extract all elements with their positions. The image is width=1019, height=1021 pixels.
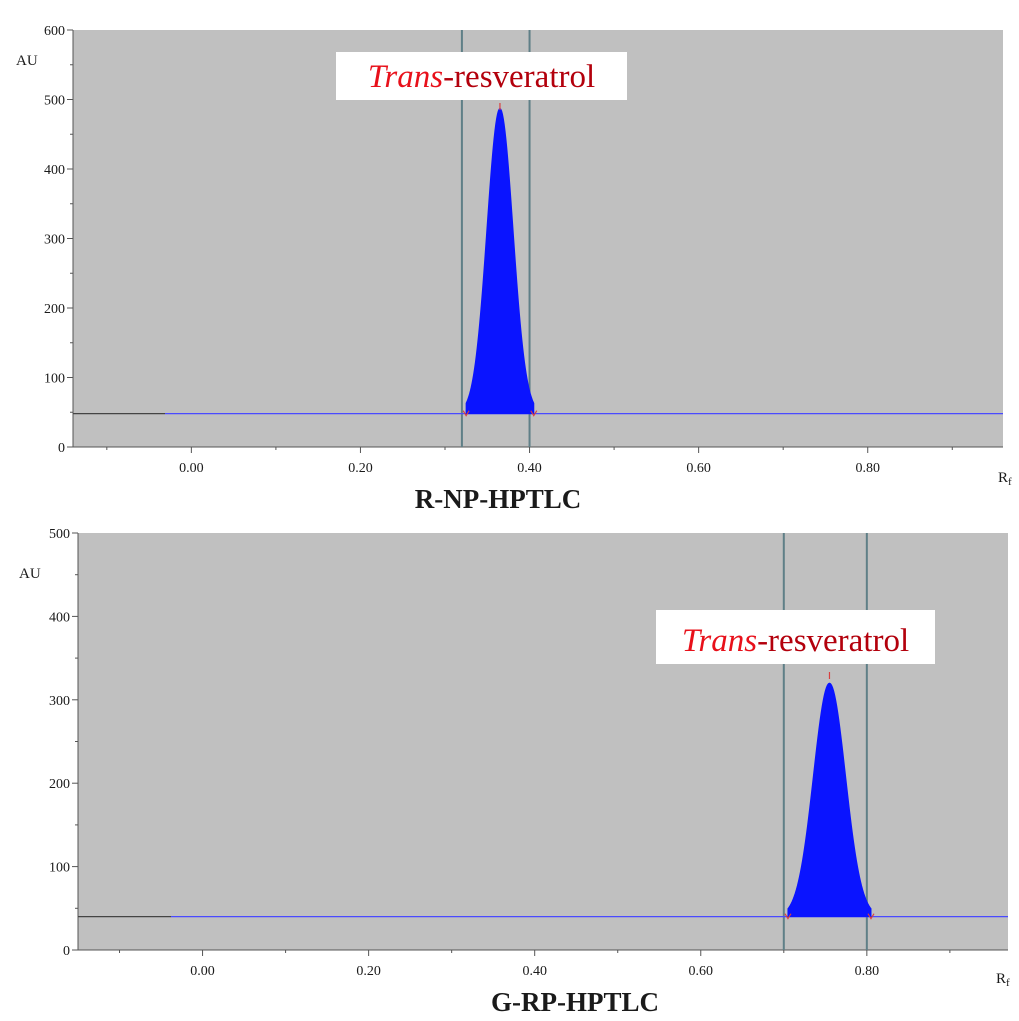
peak-boundary-marker [867,913,875,920]
x-axis-label: Rf [998,470,1012,488]
y-tick-label: 200 [44,302,65,317]
x-tick-label: 0.40 [522,964,547,979]
y-tick-label: 200 [49,777,70,792]
y-tick-label: 0 [58,441,65,456]
y-tick-label: 400 [49,610,70,625]
peak-boundary-marker [530,410,538,417]
y-tick-label: 100 [44,372,65,387]
x-axis-label-sub: f [1006,977,1010,989]
chart-panel-2: 0 100 200 300 400 500 0.00 0.20 0.40 0.60 0.80 Tran… [19,527,1010,1017]
peak-area [787,682,872,918]
peak-label-italic: Trans [682,623,757,659]
x-tick-label: 0.20 [348,461,373,476]
x-axis-label-sub: f [1008,476,1012,488]
x-axis-label-main: R [996,971,1006,987]
chart-title: R-NP-HPTLC [415,484,581,514]
x-tick-label: 0.80 [855,964,880,979]
peak-label-italic: Trans [368,59,443,95]
y-axis-label: AU [19,566,41,582]
x-tick-label: 0.80 [855,461,880,476]
peak-label-rest: -resveratrol [443,59,595,95]
x-tick-label: 0.00 [190,964,215,979]
y-tick-label: 300 [49,694,70,709]
y-tick-label: 100 [49,861,70,876]
y-tick-label: 500 [44,94,65,109]
chart-title: G-RP-HPTLC [491,987,659,1017]
peak-label-rest: -resveratrol [757,623,909,659]
peak-label: Trans-resveratrol [682,623,909,659]
x-tick-label: 0.40 [517,461,542,476]
x-tick-label: 0.60 [689,964,714,979]
x-axis-label-main: R [998,470,1008,486]
peak-label-box [336,52,627,100]
x-tick-label: 0.60 [686,461,711,476]
y-axis-label: AU [16,53,38,69]
y-tick-label: 500 [49,527,70,542]
x-tick-label: 0.00 [179,461,204,476]
x-tick-label: 0.20 [356,964,381,979]
peak-boundary-marker [784,913,792,920]
y-tick-label: 0 [63,944,70,959]
y-tick-label: 400 [44,163,65,178]
chart-panel-1: 0 100 200 300 400 500 600 0.00 0.20 0.40 0.60 0.80 T… [16,24,1012,514]
peak-label: Trans-resveratrol [368,59,595,95]
x-axis-label: Rf [996,971,1010,989]
peak-label-box [656,610,935,664]
plot-area [78,533,1008,950]
peak-boundary-marker [462,410,470,417]
y-tick-label: 600 [44,24,65,39]
y-tick-label: 300 [44,233,65,248]
